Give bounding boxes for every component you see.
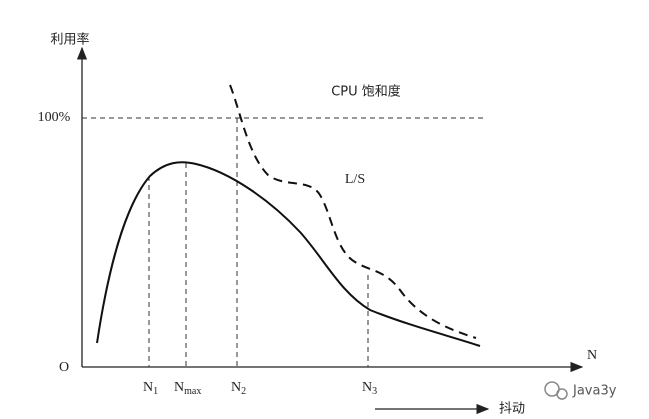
- y-axis-label: 利用率: [50, 32, 89, 48]
- utilization-curve: [96, 161, 481, 347]
- x-mark: N3: [362, 380, 377, 397]
- origin-label: O: [59, 360, 69, 375]
- y-tick-label: 100%: [38, 110, 71, 125]
- x-mark: N2: [231, 380, 246, 397]
- watermark-icon: [544, 381, 568, 400]
- ls-curve: [229, 84, 477, 339]
- guides: [148, 118, 369, 367]
- saturation-label: CPU 饱和度: [331, 84, 401, 100]
- x-axis-label: N: [587, 348, 597, 363]
- ls-label: L/S: [345, 172, 365, 187]
- thrashing-label: 抖动: [499, 402, 525, 417]
- x-mark: Nmax: [174, 380, 201, 397]
- watermark: Java3y: [572, 384, 617, 399]
- x-mark: N1: [143, 380, 158, 397]
